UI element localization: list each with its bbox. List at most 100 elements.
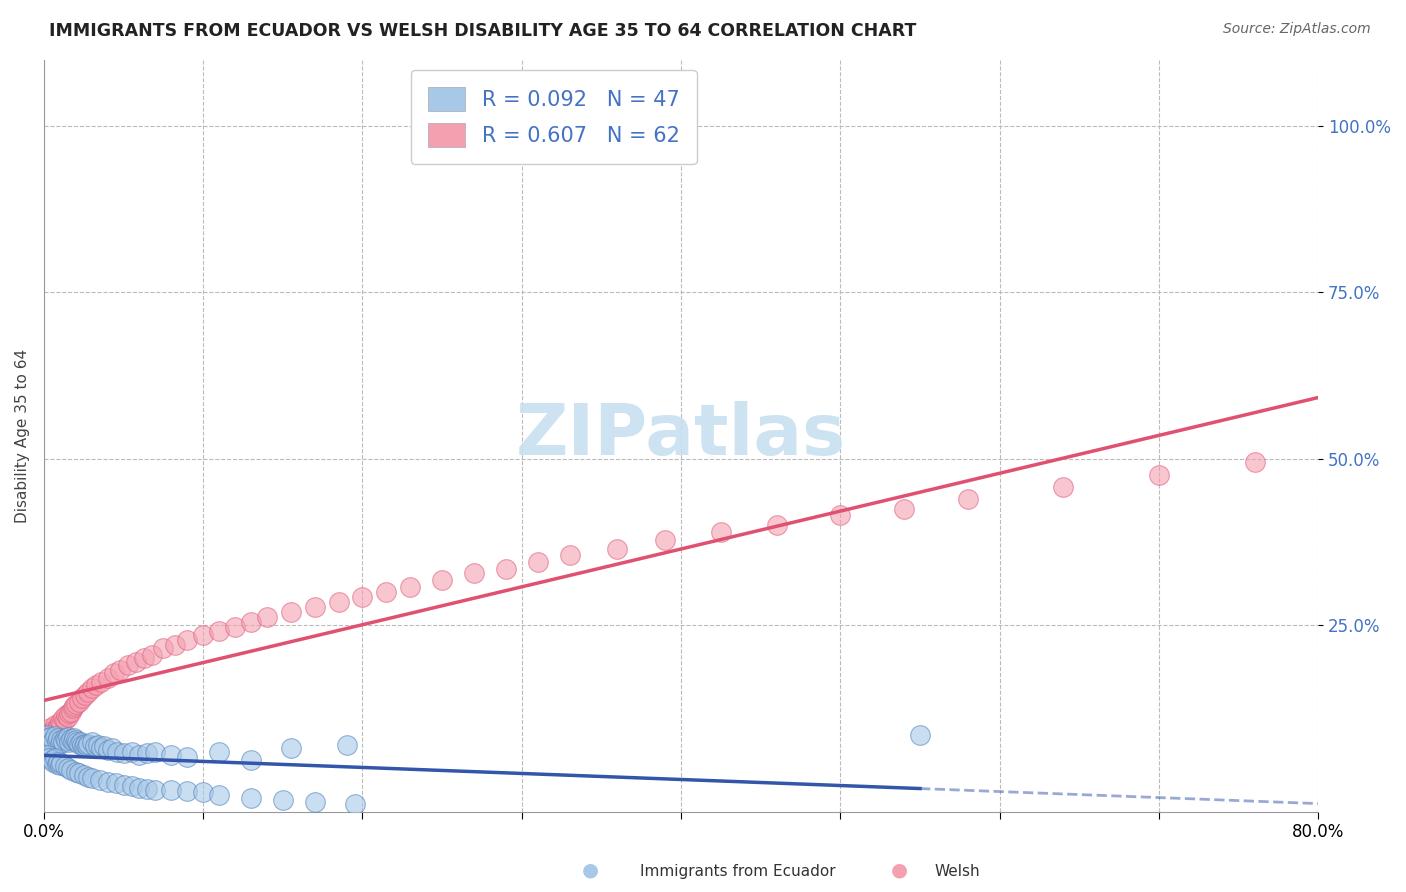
Point [176,632,198,647]
Point [41,726,63,740]
Text: ●: ● [891,861,908,880]
Point [280,605,302,619]
Point [152,641,174,656]
Point [63,699,86,714]
Point [41,734,63,748]
Point [97,774,120,789]
Point [240,791,263,805]
Point [80,771,103,785]
Point [86,678,108,692]
Point [160,747,183,762]
Point [208,788,231,802]
Point [908,728,931,742]
Point [352,591,374,605]
Point [256,610,278,624]
Point [193,628,215,642]
Point [52,734,75,748]
Point [104,776,127,790]
Point [176,784,198,798]
Point [1052,480,1074,494]
Y-axis label: Disability Age 35 to 64: Disability Age 35 to 64 [15,349,30,523]
Point [328,595,350,609]
Point [51,732,73,747]
Point [56,761,79,775]
Point [956,491,979,506]
Point [77,737,100,751]
Point [240,753,263,767]
Point [830,508,852,523]
Point [77,684,100,698]
Point [73,768,96,782]
Point [59,764,82,778]
Point [62,701,84,715]
Point [1147,468,1170,483]
Point [208,624,231,638]
Point [75,688,97,702]
Point [141,648,163,662]
Point [343,797,366,811]
Point [77,770,100,784]
Point [69,734,91,748]
Point [112,778,135,792]
Point [75,737,97,751]
Point [97,672,120,686]
Point [45,734,67,748]
Point [58,735,80,749]
Point [280,741,302,756]
Point [44,729,66,743]
Point [42,755,65,769]
Point [134,651,156,665]
Point [49,714,72,729]
Point [46,731,69,746]
Point [45,756,67,771]
Point [70,691,93,706]
Point [117,658,139,673]
Point [606,541,628,556]
Point [65,732,87,747]
Point [87,738,110,752]
Point [125,655,148,669]
Point [70,738,93,752]
Point [67,766,90,780]
Point [53,713,76,727]
Point [121,779,143,793]
Point [304,795,326,809]
Point [160,783,183,797]
Point [89,772,111,787]
Point [55,708,77,723]
Point [1243,455,1265,469]
Point [56,730,79,744]
Point [59,705,82,719]
Point [558,549,581,563]
Point [93,739,115,754]
Point [399,580,422,594]
Point [67,695,90,709]
Point [45,722,67,736]
Text: ●: ● [582,861,599,880]
Point [526,555,548,569]
Point [335,738,357,752]
Point [893,501,915,516]
Point [145,745,167,759]
Point [145,782,167,797]
Point [38,724,60,739]
Point [65,764,87,779]
Point [136,746,159,760]
Point [76,739,98,753]
Point [112,746,135,760]
Point [73,739,96,754]
Point [105,745,128,759]
Point [46,755,69,769]
Point [80,681,103,696]
Point [103,666,125,681]
Point [62,734,84,748]
Point [654,533,676,547]
Point [46,719,69,733]
Point [136,781,159,796]
Point [128,747,150,762]
Point [39,730,62,744]
Point [42,732,65,747]
Point [765,518,787,533]
Point [463,566,485,581]
Point [271,792,294,806]
